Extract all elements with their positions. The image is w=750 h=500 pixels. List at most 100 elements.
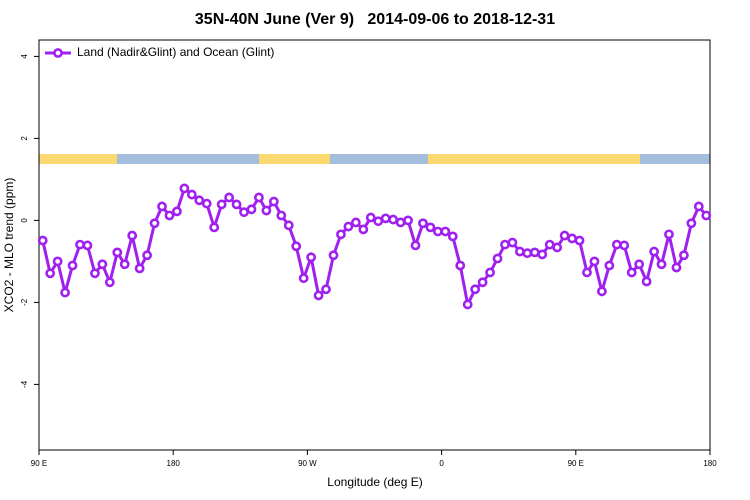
- data-point: [37, 235, 48, 246]
- data-point: [485, 267, 495, 278]
- x-axis-label: Longitude (deg E): [327, 475, 422, 489]
- data-point: [90, 268, 100, 279]
- data-point: [507, 237, 518, 248]
- y-tick-label: 0: [20, 218, 29, 223]
- data-point: [492, 253, 503, 264]
- data-point: [239, 207, 249, 218]
- data-point: [671, 262, 682, 273]
- data-point: [298, 273, 309, 284]
- data-point: [119, 259, 130, 270]
- data-point: [701, 210, 712, 221]
- data-point: [358, 224, 369, 235]
- data-point: [321, 284, 331, 295]
- data-line: [41, 185, 708, 310]
- data-point: [194, 195, 205, 206]
- data-point: [104, 277, 115, 288]
- data-point: [52, 256, 63, 267]
- data-point: [179, 183, 190, 194]
- data-point: [589, 256, 600, 267]
- y-tick-label: 2: [20, 136, 29, 141]
- data-point: [649, 246, 659, 257]
- data-point: [529, 247, 540, 258]
- data-point: [82, 240, 93, 251]
- x-tick-label: 0: [439, 459, 444, 468]
- x-tick-label: 90 W: [298, 459, 317, 468]
- data-point: [567, 233, 577, 244]
- legend-label: Land (Nadir&Glint) and Ocean (Glint): [77, 45, 274, 59]
- data-point: [365, 212, 376, 223]
- data-point: [462, 299, 473, 310]
- data-point: [380, 213, 391, 224]
- data-point: [470, 284, 481, 295]
- data-point: [388, 214, 399, 225]
- data-point: [186, 189, 197, 200]
- data-point: [514, 246, 525, 257]
- data-point: [582, 267, 592, 278]
- plot-frame: [38, 39, 711, 451]
- data-point: [112, 247, 123, 258]
- legend-marker: [53, 48, 63, 58]
- x-tick-label: 180: [703, 459, 717, 468]
- data-point: [209, 222, 220, 233]
- data-point: [291, 241, 302, 252]
- data-point: [149, 218, 160, 229]
- data-point: [418, 218, 428, 229]
- data-point: [686, 218, 697, 229]
- data-point: [350, 217, 361, 228]
- y-tick-label: 4: [20, 54, 29, 59]
- data-point: [455, 260, 466, 271]
- data-point: [410, 240, 421, 251]
- data-point: [664, 229, 674, 240]
- data-point: [619, 240, 630, 251]
- data-point: [75, 239, 85, 250]
- data-point: [500, 239, 510, 250]
- data-point: [164, 210, 175, 221]
- data-point: [626, 267, 637, 278]
- data-point: [425, 222, 436, 233]
- data-point: [596, 286, 607, 297]
- data-point: [574, 235, 585, 246]
- data-point: [656, 259, 667, 270]
- data-point: [522, 248, 533, 259]
- data-point: [45, 268, 56, 279]
- data-point: [157, 201, 167, 212]
- data-point: [693, 201, 704, 212]
- data-point: [537, 249, 548, 260]
- data-point: [604, 260, 615, 271]
- data-point: [268, 196, 279, 207]
- data-point: [559, 230, 570, 241]
- x-tick-label: 90 E: [568, 459, 584, 468]
- data-point: [306, 252, 317, 263]
- data-point: [172, 206, 182, 217]
- data-point: [634, 259, 645, 270]
- data-point: [395, 217, 406, 228]
- chart-title: 35N-40N June (Ver 9) 2014-09-06 to 2018-…: [195, 11, 555, 28]
- data-point: [544, 239, 555, 250]
- data-point: [679, 250, 689, 261]
- y-tick-label: -2: [20, 298, 29, 306]
- data-point: [328, 250, 339, 261]
- data-point: [477, 277, 488, 288]
- surface-strip: [39, 154, 710, 164]
- data-point: [134, 263, 145, 274]
- data-point: [60, 287, 70, 298]
- data-point: [432, 226, 443, 237]
- data-point: [254, 192, 264, 203]
- data-point: [142, 250, 153, 261]
- data-point: [611, 239, 622, 250]
- data-point: [231, 199, 242, 210]
- data-point: [440, 226, 451, 237]
- x-tick-label: 180: [167, 459, 181, 468]
- data-point: [552, 242, 563, 253]
- data-point: [336, 229, 346, 240]
- data-point: [216, 199, 227, 210]
- data-point: [403, 215, 413, 226]
- data-point: [224, 192, 235, 203]
- data-point: [343, 221, 354, 232]
- data-point: [201, 198, 212, 209]
- data-point: [373, 216, 384, 227]
- data-point: [641, 276, 652, 287]
- data-point: [276, 210, 287, 221]
- data-point: [447, 231, 458, 242]
